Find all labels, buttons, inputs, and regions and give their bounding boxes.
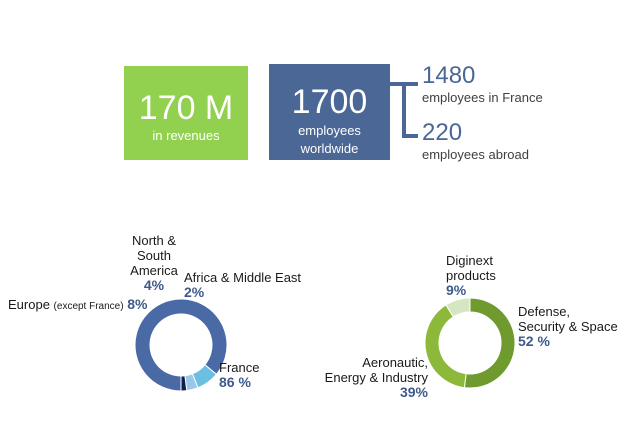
pct-americas: 4% bbox=[143, 277, 165, 293]
slice-france bbox=[134, 298, 228, 392]
label-diginext-line2: products bbox=[446, 268, 496, 283]
label-diginext-line1: Diginext bbox=[446, 253, 493, 268]
employees-label-line1: employees bbox=[298, 123, 361, 138]
label-defense-line2: Security & Space bbox=[518, 319, 618, 334]
abroad-employees-label: employees abroad bbox=[422, 147, 529, 162]
label-france: France 86 % bbox=[219, 360, 259, 390]
pct-europe: 8% bbox=[127, 296, 148, 312]
pct-diginext: 9% bbox=[446, 282, 467, 298]
france-employees-value: 1480 bbox=[422, 62, 476, 89]
employees-box: 1700 employees worldwide bbox=[269, 64, 390, 160]
label-europe-sub: (except France) bbox=[53, 301, 124, 312]
label-africa-me-text: Africa & Middle East bbox=[184, 270, 302, 285]
label-france-text: France bbox=[219, 360, 260, 375]
label-americas-line1: North & bbox=[131, 233, 177, 248]
slice-defense bbox=[463, 297, 516, 389]
pct-aeronautic: 39% bbox=[399, 384, 428, 400]
label-defense-line1: Defense, bbox=[518, 304, 571, 319]
label-europe: Europe (except France) 8% bbox=[8, 297, 147, 314]
label-americas-line2: South bbox=[137, 248, 171, 263]
label-americas: North & South America 4% bbox=[122, 233, 186, 293]
revenue-box: 170 M in revenues bbox=[124, 66, 248, 160]
label-americas-line3: America bbox=[130, 263, 178, 278]
label-diginext: Diginext products 9% bbox=[446, 253, 496, 298]
label-aeronautic: Aeronautic, Energy & Industry 39% bbox=[300, 355, 428, 400]
label-aeronautic-line2: Energy & Industry bbox=[324, 370, 428, 385]
slice-africa-me bbox=[180, 375, 188, 392]
employees-label-line2: worldwide bbox=[300, 141, 359, 156]
pct-africa-me: 2% bbox=[184, 284, 205, 300]
slice-aeronautic bbox=[424, 304, 467, 389]
slice-diginext bbox=[445, 297, 471, 318]
label-africa-me: Africa & Middle East 2% bbox=[184, 270, 301, 300]
france-employees-label: employees in France bbox=[422, 90, 543, 105]
employees-value: 1700 bbox=[291, 83, 368, 121]
revenue-label: in revenues bbox=[152, 128, 220, 143]
label-defense: Defense, Security & Space 52 % bbox=[518, 304, 618, 349]
abroad-employees-value: 220 bbox=[422, 119, 463, 146]
pct-france: 86 % bbox=[219, 374, 251, 390]
revenue-value: 170 M bbox=[138, 89, 234, 127]
pct-defense: 52 % bbox=[518, 333, 550, 349]
label-europe-text: Europe bbox=[8, 297, 50, 312]
label-aeronautic-line1: Aeronautic, bbox=[362, 355, 428, 370]
